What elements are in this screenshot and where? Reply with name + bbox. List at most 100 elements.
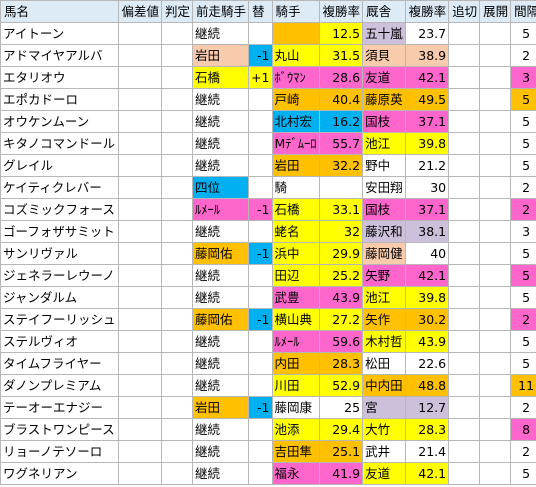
jockey-cell[interactable]: 福永: [271, 462, 320, 485]
jockey-cell[interactable]: 騎: [271, 176, 320, 199]
deviation-cell[interactable]: [117, 352, 163, 375]
stable-cell[interactable]: 池江: [362, 286, 406, 309]
stable-place-rate-cell[interactable]: 39.8: [404, 132, 450, 155]
prev-jockey-cell[interactable]: 継続: [192, 418, 250, 441]
jockey-cell[interactable]: 蛯名: [271, 220, 320, 243]
stable-cell[interactable]: 松田: [362, 352, 406, 375]
jockey-change-cell[interactable]: [248, 418, 273, 441]
pace-cell[interactable]: [479, 418, 512, 441]
interval-cell[interactable]: 3: [510, 66, 536, 89]
header-prev-jockey[interactable]: 前走騎手: [192, 0, 250, 23]
interval-cell[interactable]: 5: [510, 286, 536, 309]
jockey-change-cell[interactable]: [248, 220, 273, 243]
table-row[interactable]: キタノコマンドール 継続 Mﾃﾞﾑｰﾛ 55.7 池江 39.8 5: [0, 132, 536, 155]
prev-jockey-cell[interactable]: 岩田: [192, 44, 250, 67]
stable-cell[interactable]: 国枝: [362, 198, 406, 221]
workout-cell[interactable]: [448, 264, 481, 287]
header-deviation[interactable]: 偏差値: [117, 0, 163, 23]
judgement-cell[interactable]: [161, 352, 194, 375]
interval-cell[interactable]: 5: [510, 154, 536, 177]
prev-jockey-cell[interactable]: 岩田: [192, 396, 250, 419]
deviation-cell[interactable]: [117, 462, 163, 485]
table-row[interactable]: エタリオウ 石橋 +1 ﾎﾞｳﾏﾝ 28.6 友道 42.1 3: [0, 66, 536, 89]
jockey-cell[interactable]: 川田: [271, 374, 320, 397]
stable-place-rate-cell[interactable]: 40: [404, 242, 450, 265]
pace-cell[interactable]: [479, 88, 512, 111]
stable-place-rate-cell[interactable]: 23.7: [404, 22, 450, 45]
jockey-cell[interactable]: 横山典: [271, 308, 320, 331]
prev-jockey-cell[interactable]: 継続: [192, 220, 250, 243]
horse-name-cell[interactable]: ステルヴィオ: [0, 330, 119, 353]
header-interval[interactable]: 間隔: [510, 0, 536, 23]
workout-cell[interactable]: [448, 22, 481, 45]
jockey-place-rate-cell[interactable]: 52.9: [318, 374, 364, 397]
jockey-place-rate-cell[interactable]: 16.2: [318, 110, 364, 133]
judgement-cell[interactable]: [161, 110, 194, 133]
workout-cell[interactable]: [448, 374, 481, 397]
table-row[interactable]: タイムフライヤー 継続 内田 28.3 松田 22.6 5: [0, 352, 536, 375]
prev-jockey-cell[interactable]: 四位: [192, 176, 250, 199]
horse-name-cell[interactable]: ブラストワンピース: [0, 418, 119, 441]
interval-cell[interactable]: 5: [510, 462, 536, 485]
table-row[interactable]: リョーノテソーロ 継続 吉田隼 25.1 武井 21.4 2: [0, 440, 536, 463]
horse-name-cell[interactable]: グレイル: [0, 154, 119, 177]
horse-name-cell[interactable]: ケイティクレバー: [0, 176, 119, 199]
workout-cell[interactable]: [448, 198, 481, 221]
judgement-cell[interactable]: [161, 242, 194, 265]
stable-place-rate-cell[interactable]: 43.9: [404, 330, 450, 353]
judgement-cell[interactable]: [161, 418, 194, 441]
jockey-change-cell[interactable]: [248, 440, 273, 463]
jockey-place-rate-cell[interactable]: 25: [318, 396, 364, 419]
horse-name-cell[interactable]: アイトーン: [0, 22, 119, 45]
interval-cell[interactable]: 8: [510, 418, 536, 441]
judgement-cell[interactable]: [161, 22, 194, 45]
stable-cell[interactable]: 矢作: [362, 308, 406, 331]
pace-cell[interactable]: [479, 462, 512, 485]
horse-name-cell[interactable]: ステイフーリッシュ: [0, 308, 119, 331]
jockey-change-cell[interactable]: [248, 462, 273, 485]
judgement-cell[interactable]: [161, 176, 194, 199]
pace-cell[interactable]: [479, 440, 512, 463]
header-judgement[interactable]: 判定: [161, 0, 194, 23]
table-row[interactable]: ゴーフォザサミット 継続 蛯名 32 藤沢和 38.1 3: [0, 220, 536, 243]
pace-cell[interactable]: [479, 66, 512, 89]
jockey-place-rate-cell[interactable]: 43.9: [318, 286, 364, 309]
interval-cell[interactable]: 2: [510, 308, 536, 331]
prev-jockey-cell[interactable]: 石橋: [192, 66, 250, 89]
interval-cell[interactable]: 2: [510, 176, 536, 199]
deviation-cell[interactable]: [117, 44, 163, 67]
stable-cell[interactable]: 藤原英: [362, 88, 406, 111]
header-jockey-place-rate[interactable]: 複勝率: [318, 0, 364, 23]
deviation-cell[interactable]: [117, 154, 163, 177]
stable-place-rate-cell[interactable]: 12.7: [404, 396, 450, 419]
deviation-cell[interactable]: [117, 308, 163, 331]
jockey-place-rate-cell[interactable]: 32.2: [318, 154, 364, 177]
prev-jockey-cell[interactable]: 継続: [192, 374, 250, 397]
header-jockey[interactable]: 騎手: [271, 0, 320, 23]
table-row[interactable]: ブラストワンピース 継続 池添 29.4 大竹 28.3 8: [0, 418, 536, 441]
pace-cell[interactable]: [479, 132, 512, 155]
workout-cell[interactable]: [448, 330, 481, 353]
stable-place-rate-cell[interactable]: 39.8: [404, 286, 450, 309]
workout-cell[interactable]: [448, 66, 481, 89]
workout-cell[interactable]: [448, 418, 481, 441]
deviation-cell[interactable]: [117, 440, 163, 463]
jockey-place-rate-cell[interactable]: 55.7: [318, 132, 364, 155]
stable-cell[interactable]: 木村哲: [362, 330, 406, 353]
interval-cell[interactable]: 2: [510, 396, 536, 419]
header-stable[interactable]: 厩舎: [362, 0, 406, 23]
stable-place-rate-cell[interactable]: 37.1: [404, 198, 450, 221]
judgement-cell[interactable]: [161, 462, 194, 485]
table-row[interactable]: ワグネリアン 継続 福永 41.9 友道 42.1 5: [0, 462, 536, 485]
interval-cell[interactable]: 5: [510, 132, 536, 155]
deviation-cell[interactable]: [117, 242, 163, 265]
judgement-cell[interactable]: [161, 220, 194, 243]
jockey-place-rate-cell[interactable]: 41.9: [318, 462, 364, 485]
stable-cell[interactable]: 池江: [362, 132, 406, 155]
jockey-cell[interactable]: 浜中: [271, 242, 320, 265]
pace-cell[interactable]: [479, 330, 512, 353]
prev-jockey-cell[interactable]: ﾙﾒｰﾙ: [192, 198, 250, 221]
interval-cell[interactable]: 2: [510, 440, 536, 463]
workout-cell[interactable]: [448, 110, 481, 133]
jockey-change-cell[interactable]: [248, 176, 273, 199]
